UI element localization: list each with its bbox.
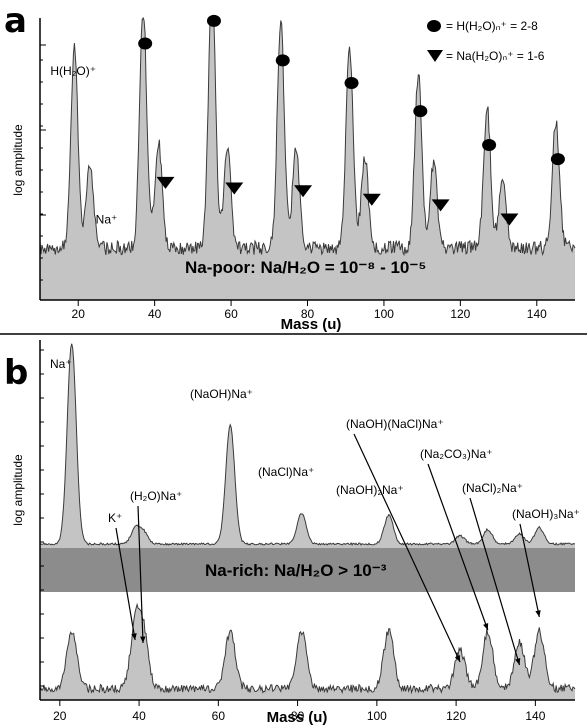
panel-b-peak-label: (NaOH)Na⁺ [190,387,253,401]
panel-a-xtick-label: 80 [301,307,315,321]
h-water-cluster-marker [550,153,565,166]
panel-b-annotations: Na⁺ K⁺ (H₂O)Na⁺ (NaOH)Na⁺ (NaCl)Na⁺ (NaOH)₂Na… [50,357,580,525]
panel-a-xtick-label: 120 [450,307,470,321]
panel-b-plot: 20 40 60 80 100 120 140 Na⁺ K⁺ (H₂O)Na⁺ (NaOH)Na⁺… [39,340,580,723]
panel-a-xtick-label: 40 [148,307,162,321]
panel-b-regime-label: Na-rich: Na/H₂O > 10⁻³ [205,561,387,580]
panel-a-spectrum-area [40,18,575,300]
panel-a-peak-label: H(H₂O)⁺ [50,64,96,78]
panel-b-peak-label: (Na₂CO₃)Na⁺ [420,447,493,461]
panel-b-arrow-line [353,433,461,663]
h-water-cluster-marker [138,37,153,50]
legend-circle-marker [427,20,441,32]
panel-b-arrow-line [137,505,144,644]
h-water-cluster-marker [275,54,290,67]
panel-b-arrow-head [535,610,541,617]
panel-b-peak-label: Na⁺ [50,357,72,371]
panel-b-xtick-label: 60 [212,709,226,723]
panel-b-xtick-label: 140 [525,709,545,723]
h-water-cluster-marker [413,105,428,118]
panel-b-arrow-head [483,623,489,630]
h-water-cluster-marker [482,139,497,151]
panel-b-peak-label: (NaCl)Na⁺ [258,465,314,479]
panel-b-xtick-label: 100 [367,709,387,723]
h-water-cluster-marker [344,76,359,89]
panel-b-peak-label: (NaOH)₂Na⁺ [336,483,404,497]
panel-b-upper-line [39,343,576,546]
panel-b-arrow-line [427,463,489,631]
panel-b-arrow-line [115,527,136,641]
panel-a-legend: = H(H₂O)ₙ⁺ = 2-8 = Na(H₂O)ₙ⁺ = 1-6 [427,19,545,63]
panel-b-arrow-line [469,497,521,666]
panel-b-arrow-head [140,636,146,643]
panel-a-xtick-label: 100 [374,307,394,321]
panel-a-peak-label: Na⁺ [96,212,118,226]
panel-b-lower-area [40,604,575,700]
panel-b-peak-label: (NaCl)₂Na⁺ [462,481,523,495]
na-water-cluster-marker [294,185,313,198]
panel-b-peak-label: K⁺ [108,511,122,525]
panel-b-xticks: 20 40 60 80 100 120 140 [53,700,546,723]
panel-a-xlabel: Mass (u) [281,316,342,333]
panel-b-xlabel: Mass (u) [267,709,328,726]
panel-b-xtick-label: 40 [132,709,146,723]
panel-b-peak-label: (NaOH)₃Na⁺ [512,507,580,521]
na-water-cluster-marker [225,182,244,195]
panel-b-peak-label: (NaOH)(NaCl)Na⁺ [346,417,444,431]
panel-a-markers [138,14,565,226]
panel-a-annotations: H(H₂O)⁺ Na⁺ [50,64,117,226]
panel-b-axes [39,340,575,701]
legend-h-series-label: = H(H₂O)ₙ⁺ = 2-8 [446,19,538,33]
panel-b-lower-line [39,602,576,695]
panel-a-xtick-label: 60 [224,307,238,321]
legend-na-series-label: = Na(H₂O)ₙ⁺ = 1-6 [446,49,545,63]
panel-a-letter: a [4,1,27,41]
na-water-cluster-marker [362,193,381,206]
na-water-cluster-marker [500,213,519,226]
legend-triangle-marker [427,50,443,62]
panel-a-xtick-label: 20 [72,307,86,321]
panel-a-spectrum-line [39,16,576,257]
na-water-cluster-marker [156,176,175,189]
panel-b-arrow-line [519,523,540,618]
panel-a-regime-label: Na-poor: Na/H₂O = 10⁻⁸ - 10⁻⁵ [185,258,426,277]
panel-b-xtick-label: 80 [291,709,305,723]
panel-b-arrow-head [515,658,521,665]
na-water-cluster-marker [431,199,450,212]
panel-a-xticks: 20 40 60 80 100 120 140 [72,300,547,321]
panel-a-plot: 20 40 60 80 100 120 140 H(H₂O)⁺ Na⁺ [39,14,576,321]
panel-b-arrow-head [131,633,137,640]
h-water-cluster-marker [206,14,221,27]
panel-a-ylabel: log amplitude [11,124,25,196]
panel-b-xtick-label: 120 [446,709,466,723]
panel-b-arrow-head [454,655,461,662]
panel-b-ylabel: log amplitude [11,454,25,526]
panel-a-xtick-label: 140 [527,307,547,321]
panel-b-regime-band [40,548,575,592]
panel-b-arrows [115,433,541,666]
panel-b-peak-label: (H₂O)Na⁺ [130,489,182,503]
panel-b-letter: b [4,353,28,393]
panel-b-xtick-label: 20 [53,709,67,723]
